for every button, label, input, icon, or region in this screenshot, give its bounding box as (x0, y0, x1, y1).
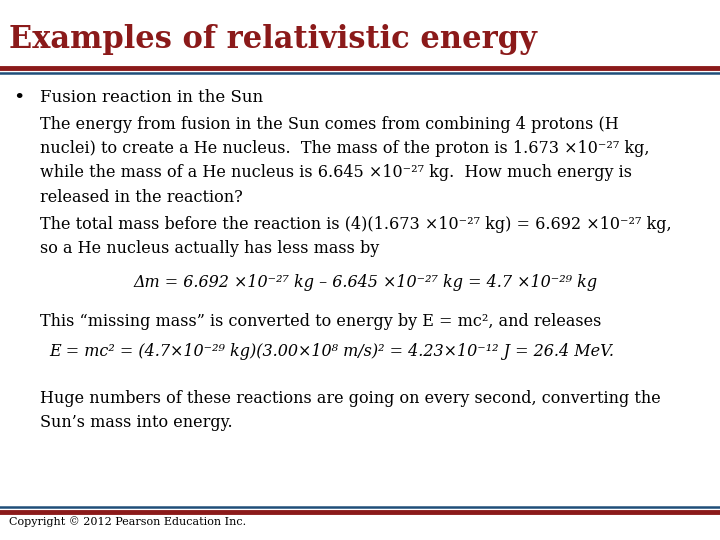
Text: The energy from fusion in the Sun comes from combining 4 protons (H
nuclei) to c: The energy from fusion in the Sun comes … (40, 116, 649, 206)
Text: E = mc² = (4.7×10⁻²⁹ kg)(3.00×10⁸ m/s)² = 4.23×10⁻¹² J = 26.4 MeV.: E = mc² = (4.7×10⁻²⁹ kg)(3.00×10⁸ m/s)² … (49, 343, 614, 360)
Text: This “missing mass” is converted to energy by E = mc², and releases: This “missing mass” is converted to ener… (40, 313, 601, 330)
Text: Fusion reaction in the Sun: Fusion reaction in the Sun (40, 89, 263, 106)
Text: Δm = 6.692 ×10⁻²⁷ kg – 6.645 ×10⁻²⁷ kg = 4.7 ×10⁻²⁹ kg: Δm = 6.692 ×10⁻²⁷ kg – 6.645 ×10⁻²⁷ kg =… (133, 274, 598, 291)
Text: Copyright © 2012 Pearson Education Inc.: Copyright © 2012 Pearson Education Inc. (9, 516, 246, 527)
Text: The total mass before the reaction is (4)(1.673 ×10⁻²⁷ kg) = 6.692 ×10⁻²⁷ kg,
so: The total mass before the reaction is (4… (40, 216, 671, 257)
Text: •: • (13, 89, 24, 107)
Text: Examples of relativistic energy: Examples of relativistic energy (9, 24, 537, 55)
Text: Huge numbers of these reactions are going on every second, converting the
Sun’s : Huge numbers of these reactions are goin… (40, 390, 660, 431)
